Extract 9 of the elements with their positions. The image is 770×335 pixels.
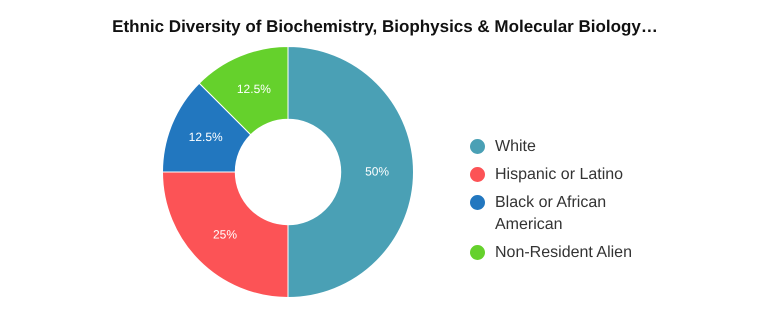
chart-title: Ethnic Diversity of Biochemistry, Biophysics & Molecular Biology… (111, 17, 659, 37)
legend-label: White (495, 137, 536, 157)
data-label: 12.5% (236, 82, 272, 96)
legend-label: Non-Resident Alien (495, 243, 632, 263)
data-label: 12.5% (188, 130, 224, 144)
legend-label: Hispanic or Latino (495, 165, 624, 185)
legend-label: Black or African American (495, 193, 608, 235)
data-label: 50% (365, 164, 390, 178)
data-label: 25% (212, 227, 238, 242)
